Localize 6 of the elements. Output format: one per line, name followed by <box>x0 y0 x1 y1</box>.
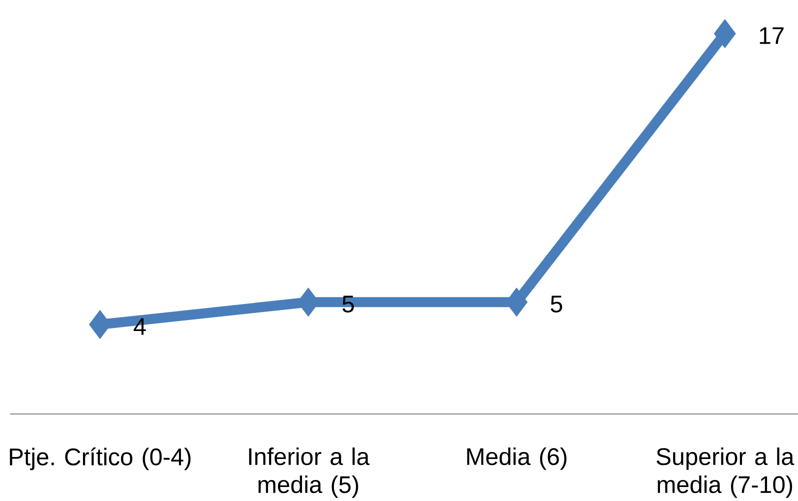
x-tick-label: Superior a la media (7-10) <box>656 448 794 498</box>
data-label: 5 <box>550 296 562 312</box>
data-label: 17 <box>760 27 784 44</box>
x-tick-label: Ptje. Crítico (0-4) <box>10 448 190 470</box>
x-tick-label: Inferior a la media (5) <box>249 448 370 498</box>
x-tick-label: Media (6) <box>467 448 566 470</box>
